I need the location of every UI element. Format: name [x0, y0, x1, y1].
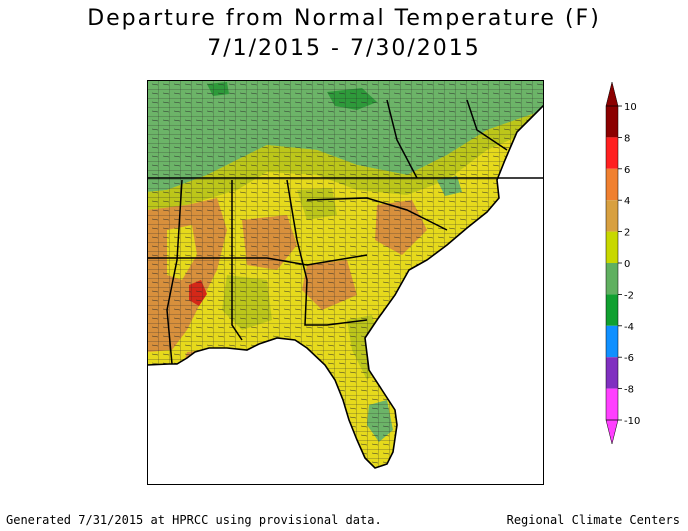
legend-label: 6 [624, 165, 630, 176]
legend-min-arrow [605, 419, 619, 445]
legend-label: -4 [624, 322, 634, 333]
legend-color-swatch [606, 357, 618, 389]
legend-label: 4 [624, 196, 630, 207]
legend-label: -10 [624, 416, 640, 427]
legend-label: 10 [624, 102, 637, 113]
legend-label: -2 [624, 290, 634, 301]
legend-color-swatch [606, 106, 618, 138]
legend-color-swatch [606, 263, 618, 295]
credit-note: Regional Climate Centers [506, 513, 680, 527]
legend-color-swatch [606, 168, 618, 201]
state-boundaries [147, 99, 544, 365]
legend-label: 8 [624, 133, 630, 144]
legend-color-swatch [606, 231, 618, 263]
legend-max-arrow [605, 81, 619, 107]
legend-label: -8 [624, 385, 634, 396]
legend-label: 2 [624, 228, 630, 239]
legend-color-swatch [606, 294, 618, 326]
date-range: 7/1/2015 - 7/30/2015 [207, 36, 481, 61]
map-frame [147, 80, 544, 485]
temperature-departure-map [147, 80, 544, 485]
legend-color-swatch [606, 325, 618, 358]
generated-note: Generated 7/31/2015 at HPRCC using provi… [6, 513, 382, 527]
map-title: Departure from Normal Temperature (F) [87, 6, 601, 31]
legend-color-swatch [606, 200, 618, 232]
color-legend: 10 8 6 4 2 0 -2 -4 -6 -8 -10 [605, 81, 640, 445]
legend-label: -6 [624, 353, 634, 364]
legend-label: 0 [624, 259, 630, 270]
legend-color-swatch [606, 137, 618, 169]
legend-color-swatch [606, 388, 618, 420]
